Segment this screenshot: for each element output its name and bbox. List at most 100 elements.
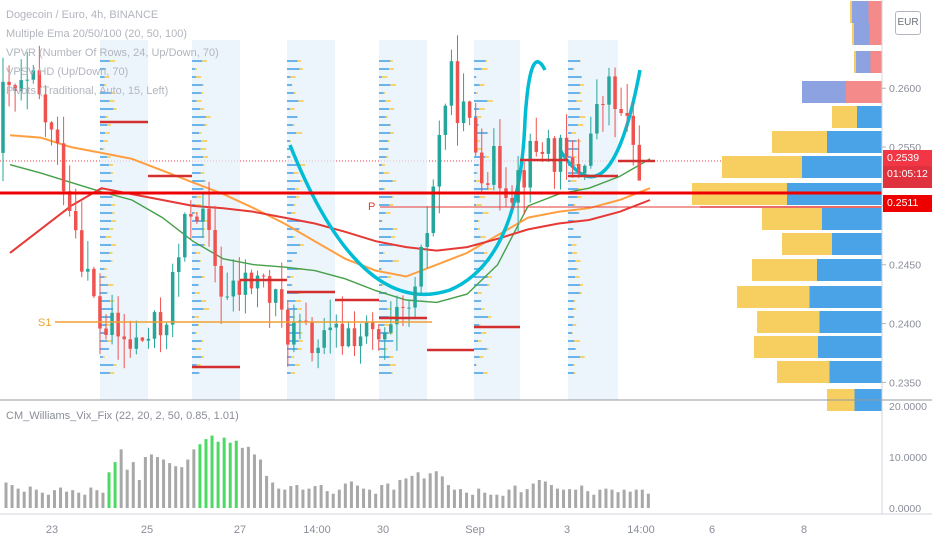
candle[interactable] — [413, 277, 417, 320]
candle[interactable] — [25, 51, 29, 110]
candle[interactable] — [449, 49, 454, 116]
candle[interactable] — [37, 45, 42, 100]
candle[interactable] — [467, 100, 472, 126]
candle[interactable] — [255, 270, 260, 308]
candle[interactable] — [152, 310, 157, 349]
candle[interactable] — [292, 304, 296, 353]
candle[interactable] — [19, 59, 23, 101]
candle[interactable] — [213, 205, 217, 283]
candle[interactable] — [486, 172, 490, 190]
candle[interactable] — [510, 185, 514, 210]
price-axis-panel[interactable] — [882, 0, 932, 550]
candle[interactable] — [619, 87, 623, 116]
candle[interactable] — [176, 243, 181, 297]
candle[interactable] — [55, 116, 60, 165]
candle[interactable] — [49, 121, 54, 146]
candle[interactable] — [328, 299, 332, 354]
candle[interactable] — [437, 120, 442, 214]
legend-pivots[interactable]: Pivots (Traditional, Auto, 15, Left) — [6, 85, 169, 97]
candle[interactable] — [376, 324, 381, 351]
candle[interactable] — [601, 95, 605, 132]
candle[interactable] — [116, 296, 120, 360]
candle[interactable] — [286, 300, 290, 367]
candle[interactable] — [583, 164, 587, 181]
candle[interactable] — [492, 128, 496, 191]
candle[interactable] — [189, 199, 193, 239]
candle[interactable] — [249, 269, 254, 295]
candle[interactable] — [219, 246, 223, 325]
candle[interactable] — [7, 65, 11, 107]
candle[interactable] — [316, 339, 320, 369]
candle[interactable] — [613, 67, 617, 138]
candle[interactable] — [86, 241, 90, 281]
candle[interactable] — [395, 295, 399, 351]
ema-line[interactable] — [9, 158, 651, 304]
candle[interactable] — [140, 336, 145, 342]
candle[interactable] — [455, 35, 460, 146]
candle[interactable] — [479, 128, 484, 192]
candle[interactable] — [158, 297, 163, 353]
candle[interactable] — [534, 117, 539, 157]
candle[interactable] — [13, 83, 17, 112]
candle[interactable] — [540, 142, 545, 162]
candle[interactable] — [31, 64, 36, 84]
candle[interactable] — [67, 165, 72, 217]
candle[interactable] — [576, 138, 581, 178]
candle[interactable] — [243, 259, 248, 314]
candle[interactable] — [237, 257, 242, 311]
candle[interactable] — [267, 269, 272, 328]
candle[interactable] — [183, 212, 187, 262]
candle[interactable] — [80, 201, 84, 278]
candle[interactable] — [340, 296, 345, 355]
candle[interactable] — [346, 321, 351, 348]
candle[interactable] — [358, 323, 363, 364]
candle[interactable] — [273, 288, 278, 317]
candle[interactable] — [92, 266, 96, 299]
candle[interactable] — [528, 133, 532, 203]
candle[interactable] — [1, 57, 5, 182]
candle[interactable] — [310, 317, 314, 362]
candle[interactable] — [625, 83, 629, 132]
candle[interactable] — [146, 327, 151, 349]
legend-vpvr[interactable]: VPVR (Number Of Rows, 24, Up/Down, 70) — [6, 47, 219, 59]
candle[interactable] — [195, 212, 199, 224]
candle[interactable] — [334, 314, 339, 348]
legend-ema[interactable]: Multiple Ema 20/50/100 (20, 50, 100) — [6, 28, 188, 40]
candle[interactable] — [431, 179, 436, 237]
candle[interactable] — [401, 295, 405, 327]
candle[interactable] — [637, 125, 642, 181]
candle[interactable] — [461, 73, 466, 132]
candle[interactable] — [61, 116, 66, 206]
candle[interactable] — [498, 119, 502, 211]
candle[interactable] — [607, 67, 611, 126]
candle[interactable] — [364, 315, 369, 344]
candle[interactable] — [134, 320, 139, 355]
candle[interactable] — [558, 134, 563, 190]
candle[interactable] — [170, 263, 175, 338]
candle[interactable] — [443, 103, 448, 150]
candle[interactable] — [128, 320, 133, 358]
candle[interactable] — [73, 188, 78, 239]
candle[interactable] — [225, 272, 229, 300]
candle[interactable] — [43, 85, 48, 137]
candle[interactable] — [370, 312, 375, 350]
legend-vpsv[interactable]: VPSV HD (Up/Down, 70) — [6, 66, 129, 78]
candle[interactable] — [631, 101, 635, 166]
candle[interactable] — [122, 313, 126, 369]
candle[interactable] — [595, 79, 599, 140]
candle[interactable] — [231, 259, 236, 312]
candle[interactable] — [570, 140, 575, 178]
candle[interactable] — [552, 136, 557, 189]
candle[interactable] — [164, 321, 169, 350]
candle[interactable] — [589, 116, 593, 169]
candle[interactable] — [352, 311, 357, 356]
candle[interactable] — [473, 102, 478, 156]
candle[interactable] — [201, 194, 205, 238]
candle[interactable] — [546, 129, 551, 162]
candle[interactable] — [383, 327, 387, 360]
candle[interactable] — [522, 161, 526, 215]
ema-line[interactable] — [9, 134, 651, 278]
indicator-legend[interactable]: CM_Williams_Vix_Fix (22, 20, 2, 50, 0.85… — [6, 410, 239, 422]
candle[interactable] — [110, 294, 114, 345]
